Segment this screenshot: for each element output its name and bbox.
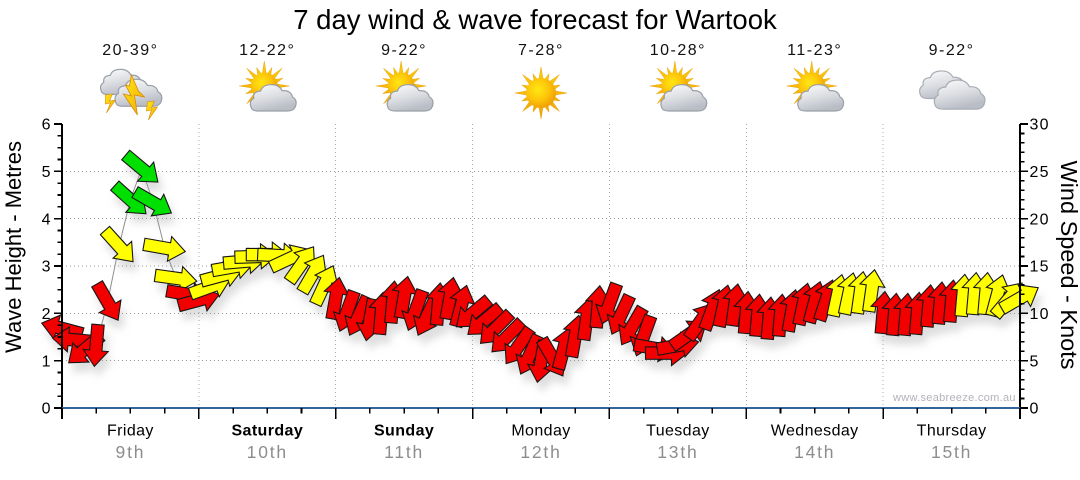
svg-text:12th: 12th bbox=[520, 442, 561, 462]
svg-text:4: 4 bbox=[42, 211, 51, 228]
svg-text:15th: 15th bbox=[931, 442, 972, 462]
svg-text:10: 10 bbox=[1030, 306, 1050, 323]
svg-text:Monday: Monday bbox=[511, 423, 570, 440]
svg-text:2: 2 bbox=[42, 306, 51, 323]
svg-text:9-22°: 9-22° bbox=[929, 42, 975, 59]
svg-text:5: 5 bbox=[42, 164, 51, 181]
svg-text:9-22°: 9-22° bbox=[381, 42, 427, 59]
svg-text:20: 20 bbox=[1030, 211, 1050, 228]
svg-text:12-22°: 12-22° bbox=[239, 42, 295, 59]
svg-text:11th: 11th bbox=[384, 442, 424, 462]
svg-text:25: 25 bbox=[1030, 164, 1050, 181]
svg-text:7 day wind & wave forecast for: 7 day wind & wave forecast for Wartook bbox=[293, 4, 777, 35]
svg-text:15: 15 bbox=[1030, 259, 1050, 276]
svg-text:Sunday: Sunday bbox=[374, 423, 434, 440]
svg-text:0: 0 bbox=[42, 401, 51, 418]
svg-text:Wind Speed - Knots: Wind Speed - Knots bbox=[1056, 161, 1080, 370]
svg-text:13th: 13th bbox=[657, 442, 698, 462]
svg-text:20-39°: 20-39° bbox=[102, 42, 158, 59]
svg-text:10-28°: 10-28° bbox=[650, 42, 706, 59]
svg-text:Wednesday: Wednesday bbox=[771, 423, 859, 440]
svg-text:5: 5 bbox=[1030, 353, 1040, 370]
svg-text:30: 30 bbox=[1030, 117, 1050, 134]
svg-text:7-28°: 7-28° bbox=[518, 42, 564, 59]
svg-text:3: 3 bbox=[42, 259, 51, 276]
svg-text:www.seabreeze.com.au: www.seabreeze.com.au bbox=[892, 392, 1016, 404]
svg-text:Wave Height - Metres: Wave Height - Metres bbox=[1, 141, 26, 353]
svg-text:Friday: Friday bbox=[107, 423, 154, 440]
svg-text:14th: 14th bbox=[794, 442, 835, 462]
svg-text:10th: 10th bbox=[247, 442, 288, 462]
svg-text:1: 1 bbox=[42, 353, 51, 370]
svg-text:6: 6 bbox=[42, 117, 51, 134]
svg-text:Saturday: Saturday bbox=[231, 423, 303, 440]
svg-text:0: 0 bbox=[1030, 401, 1040, 418]
svg-text:Thursday: Thursday bbox=[917, 423, 987, 440]
svg-text:Tuesday: Tuesday bbox=[646, 423, 710, 440]
svg-text:11-23°: 11-23° bbox=[787, 42, 842, 59]
svg-text:9th: 9th bbox=[116, 442, 146, 462]
